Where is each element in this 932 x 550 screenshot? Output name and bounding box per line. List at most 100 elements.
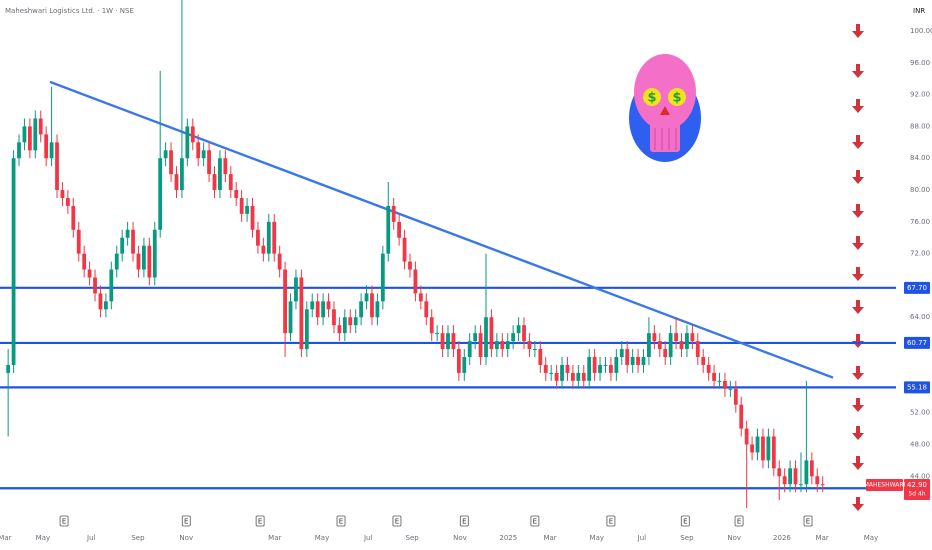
candle-body bbox=[348, 317, 353, 326]
earnings-label: E bbox=[339, 518, 343, 526]
x-tick-label: May bbox=[864, 534, 878, 542]
candle-body bbox=[706, 364, 711, 373]
candle-body bbox=[516, 325, 521, 334]
candle-body bbox=[777, 468, 782, 477]
candle-body bbox=[446, 333, 450, 350]
earnings-label: E bbox=[806, 518, 810, 526]
candle-body bbox=[27, 126, 32, 151]
earnings-label: E bbox=[462, 518, 466, 526]
candle-body bbox=[147, 245, 152, 278]
candle-body bbox=[87, 269, 92, 278]
x-tick-label: 2025 bbox=[499, 534, 517, 542]
chart-title: Maheshwari Logistics Ltd. · 1W · NSE bbox=[5, 7, 134, 15]
candle-body bbox=[522, 325, 526, 342]
x-tick-label: May bbox=[36, 534, 50, 542]
candle-body bbox=[690, 333, 695, 342]
currency: INR bbox=[913, 7, 925, 15]
candle-body bbox=[256, 229, 260, 246]
candle-body bbox=[728, 388, 733, 390]
price-label: 42.90 bbox=[907, 481, 927, 489]
candle-body bbox=[304, 309, 309, 350]
candle-body bbox=[359, 301, 364, 318]
candle-body bbox=[500, 341, 505, 350]
candle-body bbox=[185, 126, 190, 159]
candle-body bbox=[196, 142, 201, 159]
y-tick-label: 48.00 bbox=[910, 440, 930, 448]
candle-body bbox=[82, 253, 87, 270]
candle-body bbox=[277, 253, 282, 270]
candle-body bbox=[788, 468, 793, 485]
x-tick-label: Mar bbox=[816, 534, 829, 542]
earnings-label: E bbox=[62, 518, 66, 526]
candle-body bbox=[755, 436, 760, 453]
candle-body bbox=[76, 229, 81, 254]
y-tick-label: 92.00 bbox=[910, 91, 930, 99]
candle-body bbox=[22, 126, 27, 143]
y-tick-label: 88.00 bbox=[910, 122, 930, 130]
y-tick-label: 44.00 bbox=[910, 472, 930, 480]
candle-body bbox=[207, 150, 211, 175]
x-tick-label: 2026 bbox=[773, 534, 791, 542]
earnings-marker bbox=[392, 515, 402, 527]
candle-body bbox=[494, 341, 499, 350]
candle-body bbox=[511, 333, 516, 342]
candle-body bbox=[478, 333, 483, 358]
candle-body bbox=[641, 357, 646, 365]
x-tick-label: Nov bbox=[179, 534, 193, 542]
candle-body bbox=[484, 317, 488, 358]
symbol-badge bbox=[866, 479, 903, 492]
x-tick-label: Nov bbox=[453, 534, 467, 542]
candle-body bbox=[679, 341, 684, 350]
candle-body bbox=[93, 277, 97, 294]
candle-body bbox=[266, 221, 271, 254]
y-tick-label: 96.00 bbox=[910, 59, 930, 67]
candle-body bbox=[55, 142, 59, 191]
x-tick-label: Mar bbox=[268, 534, 281, 542]
earnings-label: E bbox=[395, 518, 399, 526]
level-badge bbox=[904, 336, 930, 349]
earnings-marker bbox=[59, 515, 69, 527]
candle-body bbox=[342, 317, 347, 334]
candle-body bbox=[288, 301, 293, 334]
earnings-label: E bbox=[258, 518, 262, 526]
candle-body bbox=[570, 372, 575, 381]
candle-body bbox=[294, 277, 298, 302]
countdown: 5d 4h bbox=[908, 491, 925, 498]
candle-body bbox=[71, 205, 76, 230]
candle-body bbox=[49, 142, 54, 159]
candle-body bbox=[451, 333, 456, 350]
candle-body bbox=[228, 174, 233, 191]
candle-body bbox=[190, 126, 195, 143]
candle-body bbox=[820, 484, 825, 486]
candle-body bbox=[554, 372, 559, 381]
candle-body bbox=[674, 333, 678, 342]
candle-body bbox=[380, 253, 385, 302]
candle-body bbox=[136, 253, 141, 270]
candle-body bbox=[250, 205, 255, 230]
x-tick-label: Jul bbox=[637, 534, 647, 542]
x-tick-label: May bbox=[315, 534, 329, 542]
candle-body bbox=[527, 341, 532, 350]
candle-body bbox=[402, 237, 407, 262]
candle-body bbox=[60, 190, 65, 198]
candle-body bbox=[272, 221, 277, 254]
candle-body bbox=[581, 372, 586, 381]
candle-body bbox=[375, 301, 380, 318]
candle-body bbox=[809, 460, 814, 477]
earnings-marker bbox=[606, 515, 616, 527]
candle-body bbox=[131, 229, 135, 254]
y-tick-label: 64.00 bbox=[910, 313, 930, 321]
candle-body bbox=[723, 380, 727, 389]
symbol-label: MAHESHWARI bbox=[864, 482, 906, 489]
candle-body bbox=[695, 341, 700, 358]
candle-body bbox=[815, 476, 820, 485]
candle-body bbox=[630, 357, 635, 365]
candle-body bbox=[652, 333, 657, 342]
earnings-label: E bbox=[184, 518, 188, 526]
candle-body bbox=[744, 428, 749, 445]
candle-body bbox=[239, 197, 244, 214]
candle-body bbox=[6, 364, 11, 373]
alert-arrows bbox=[852, 24, 864, 511]
level-badge bbox=[904, 381, 930, 394]
